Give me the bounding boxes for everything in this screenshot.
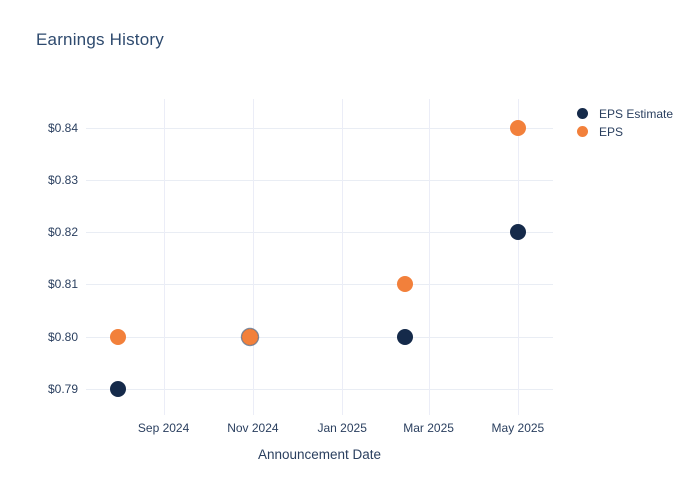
x-tick-label: Jan 2025 [317, 421, 367, 435]
gridline-vertical [428, 99, 430, 415]
gridline-horizontal [86, 232, 553, 234]
y-tick-label: $0.82 [47, 225, 78, 240]
gridline-vertical [163, 99, 165, 415]
marker-eps[interactable] [397, 276, 414, 293]
gridline-vertical [517, 99, 519, 415]
legend-marker-icon [577, 126, 588, 137]
marker-eps[interactable] [242, 328, 258, 345]
legend: EPS Estimate EPS [577, 107, 673, 143]
gridline-horizontal [86, 388, 553, 390]
x-tick-label: Nov 2024 [227, 421, 279, 435]
gridline-horizontal [86, 127, 553, 129]
marker-eps-estimate[interactable] [397, 328, 414, 345]
y-tick-label: $0.83 [47, 173, 78, 187]
x-tick-label: Mar 2025 [403, 421, 454, 435]
chart-title: Earnings History [36, 30, 164, 49]
marker-eps-estimate[interactable] [509, 224, 526, 241]
legend-item-label: EPS [599, 124, 624, 139]
legend-item-eps[interactable]: EPS [577, 124, 673, 139]
x-tick-label: Sep 2024 [137, 421, 190, 435]
y-tick-label: $0.84 [47, 120, 78, 135]
marker-eps[interactable] [509, 119, 526, 136]
gridline-horizontal [86, 336, 553, 338]
gridline-horizontal [86, 180, 553, 181]
gridline-vertical [342, 99, 344, 415]
x-tick-label: May 2025 [491, 421, 545, 435]
legend-item-eps-estimate[interactable]: EPS Estimate [577, 106, 674, 121]
legend-marker-icon [577, 108, 588, 119]
y-tick-label: $0.79 [47, 381, 78, 396]
y-tick-label: $0.80 [47, 329, 78, 344]
plot-area [86, 99, 553, 415]
legend-item-label: EPS Estimate [599, 106, 674, 121]
gridline-horizontal [86, 284, 553, 286]
x-axis-title: Announcement Date [257, 447, 382, 462]
y-tick-label: $0.81 [47, 277, 78, 292]
marker-eps[interactable] [110, 328, 127, 345]
marker-eps-estimate[interactable] [110, 380, 127, 397]
gridline-vertical [252, 99, 254, 415]
